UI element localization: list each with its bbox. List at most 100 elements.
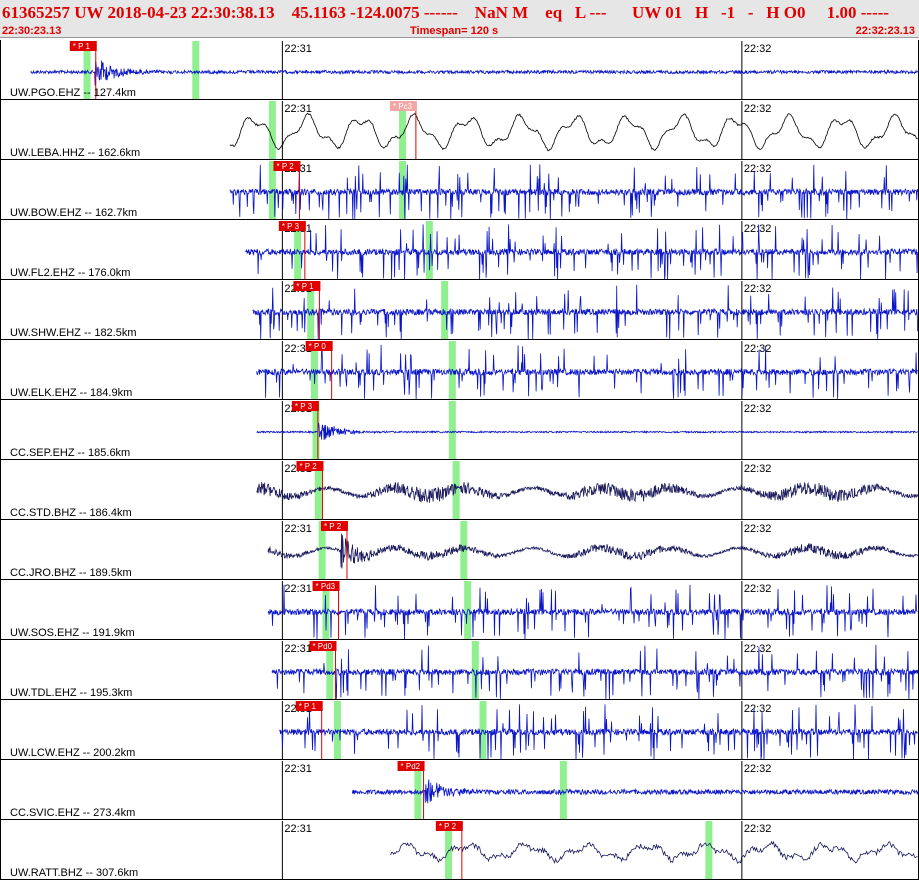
analysis-window-marker [452, 461, 460, 519]
phase-pick-label: * P 0 [309, 342, 327, 351]
analysis-window-marker [83, 41, 91, 99]
minute-tick-label: 22:32 [744, 163, 772, 175]
phase-pick-label: * Pc3 [393, 102, 413, 111]
phase-pick-flag [312, 581, 340, 591]
station-label: UW.LCW.EHZ -- 200.2km [10, 747, 135, 759]
window-end-time: 22:32:23.13 [855, 25, 915, 37]
phase-pick-flag [309, 641, 337, 651]
phase-pick-label: * P 2 [299, 462, 317, 471]
phase-pick-label: * P 3 [282, 222, 300, 231]
trace-panel: 22:31 22:32 * P 2 CC.JRO.BHZ -- 189.5km [0, 521, 919, 580]
phase-pick-flag [293, 281, 321, 291]
minute-tick-label: 22:31 [284, 823, 312, 835]
phase-pick-flag [305, 341, 333, 351]
station-label: UW.BOW.EHZ -- 162.7km [10, 207, 137, 219]
waveform-trace [244, 224, 918, 281]
phase-pick-flag [397, 761, 425, 771]
station-label: UW.SOS.EHZ -- 191.9km [10, 627, 135, 639]
minute-tick-label: 22:31 [284, 763, 312, 775]
trace-panel: 22:31 22:32 * P 2 UW.RATT.BHZ -- 307.6km [0, 821, 919, 880]
minute-tick-label: 22:31 [284, 43, 312, 55]
waveform-trace [267, 584, 918, 640]
trace-panel: 22:31 22:32 * Pd2 CC.SVIC.EHZ -- 273.4km [0, 761, 919, 820]
station-label: UW.FL2.EHZ -- 176.0km [10, 267, 130, 279]
station-label: CC.SVIC.EHZ -- 273.4km [10, 807, 135, 819]
waveform-trace [390, 840, 918, 864]
analysis-window-marker [559, 761, 567, 819]
analysis-window-marker [399, 161, 407, 219]
analysis-window-marker [326, 641, 334, 699]
window-start-time: 22:30:23.13 [2, 25, 62, 37]
minute-tick-label: 22:32 [744, 103, 772, 115]
analysis-window-marker [414, 761, 422, 819]
waveform-trace [30, 60, 918, 86]
waveform-trace [229, 164, 919, 221]
analysis-window-marker [314, 461, 322, 519]
phase-pick-label: * P 1 [73, 42, 91, 51]
minute-tick-label: 22:32 [744, 43, 772, 55]
analysis-window-marker [307, 281, 315, 339]
waveform-trace [252, 284, 919, 340]
minute-tick-label: 22:31 [284, 103, 312, 115]
waveform-trace [271, 644, 919, 700]
event-header: 61365257 UW 2018-04-23 22:30:38.13 45.11… [0, 0, 919, 38]
phase-pick-flag [389, 101, 417, 111]
waveform-trace [256, 344, 918, 400]
phase-pick-flag [435, 821, 463, 831]
trace-panel: 22:31 22:32 * Pc3 UW.LEBA.HHZ -- 162.6km [0, 101, 919, 160]
phase-pick-flag [291, 401, 319, 411]
analysis-window-marker [471, 641, 479, 699]
station-label: UW.RATT.BHZ -- 307.6km [10, 867, 138, 879]
station-label: UW.ELK.EHZ -- 184.9km [10, 387, 132, 399]
minute-tick-label: 22:32 [744, 223, 772, 235]
seismogram-plot[interactable]: 22:31 22:32* P 1UW.PGO.EHZ -- 127.4km22:3… [0, 40, 919, 880]
minute-tick-label: 22:32 [744, 463, 772, 475]
minute-tick-label: 22:32 [744, 583, 772, 595]
minute-tick-label: 22:31 [284, 523, 312, 535]
analysis-window-marker [268, 101, 276, 159]
waveform-trace [279, 704, 918, 761]
waveform-trace [229, 112, 918, 152]
minute-tick-label: 22:31 [284, 643, 312, 655]
analysis-window-marker [333, 701, 341, 759]
phase-pick-flag [278, 221, 306, 231]
analysis-window-marker [399, 101, 407, 159]
phase-pick-flag [296, 461, 324, 471]
analysis-window-marker [425, 221, 433, 279]
analysis-window-marker [318, 521, 326, 579]
phase-pick-label: * P 2 [276, 162, 294, 171]
minute-tick-label: 22:32 [744, 403, 772, 415]
event-summary-line: 61365257 UW 2018-04-23 22:30:38.13 45.11… [2, 3, 890, 22]
seismogram-panels[interactable]: 22:31 22:32 * P 1 UW.PGO.EHZ -- 127.4km 22:3… [0, 40, 919, 880]
waveform-trace [267, 533, 918, 569]
phase-pick-label: * Pd0 [312, 642, 332, 651]
phase-pick-label: * Pd3 [316, 582, 336, 591]
station-label: UW.TDL.EHZ -- 195.3km [10, 687, 132, 699]
analysis-window-marker [448, 401, 456, 459]
phase-pick-label: * P 3 [295, 402, 313, 411]
trace-panel: 22:31 22:32 * Pd0 UW.TDL.EHZ -- 195.3km [0, 641, 919, 700]
timespan-label: Timespan= 120 s [410, 25, 499, 37]
minute-tick-label: 22:32 [744, 703, 772, 715]
phase-pick-label: * P 1 [296, 282, 314, 291]
phase-pick-flag [69, 41, 97, 51]
analysis-window-marker [705, 821, 713, 879]
analysis-window-marker [310, 341, 318, 399]
phase-pick-label: * P 2 [439, 822, 457, 831]
minute-tick-label: 22:32 [744, 823, 772, 835]
minute-tick-label: 22:32 [744, 643, 772, 655]
station-label: UW.LEBA.HHZ -- 162.6km [10, 147, 140, 159]
phase-pick-flag [273, 161, 301, 171]
minute-tick-label: 22:31 [284, 343, 312, 355]
station-label: UW.SHW.EHZ -- 182.5km [10, 327, 137, 339]
waveform-trace [351, 779, 919, 804]
analysis-window-marker [312, 401, 320, 459]
phase-pick-label: * Pd2 [401, 762, 421, 771]
phase-pick-flag [295, 701, 323, 711]
station-label: CC.SEP.EHZ -- 185.6km [10, 447, 130, 459]
analysis-window-marker [441, 281, 449, 339]
